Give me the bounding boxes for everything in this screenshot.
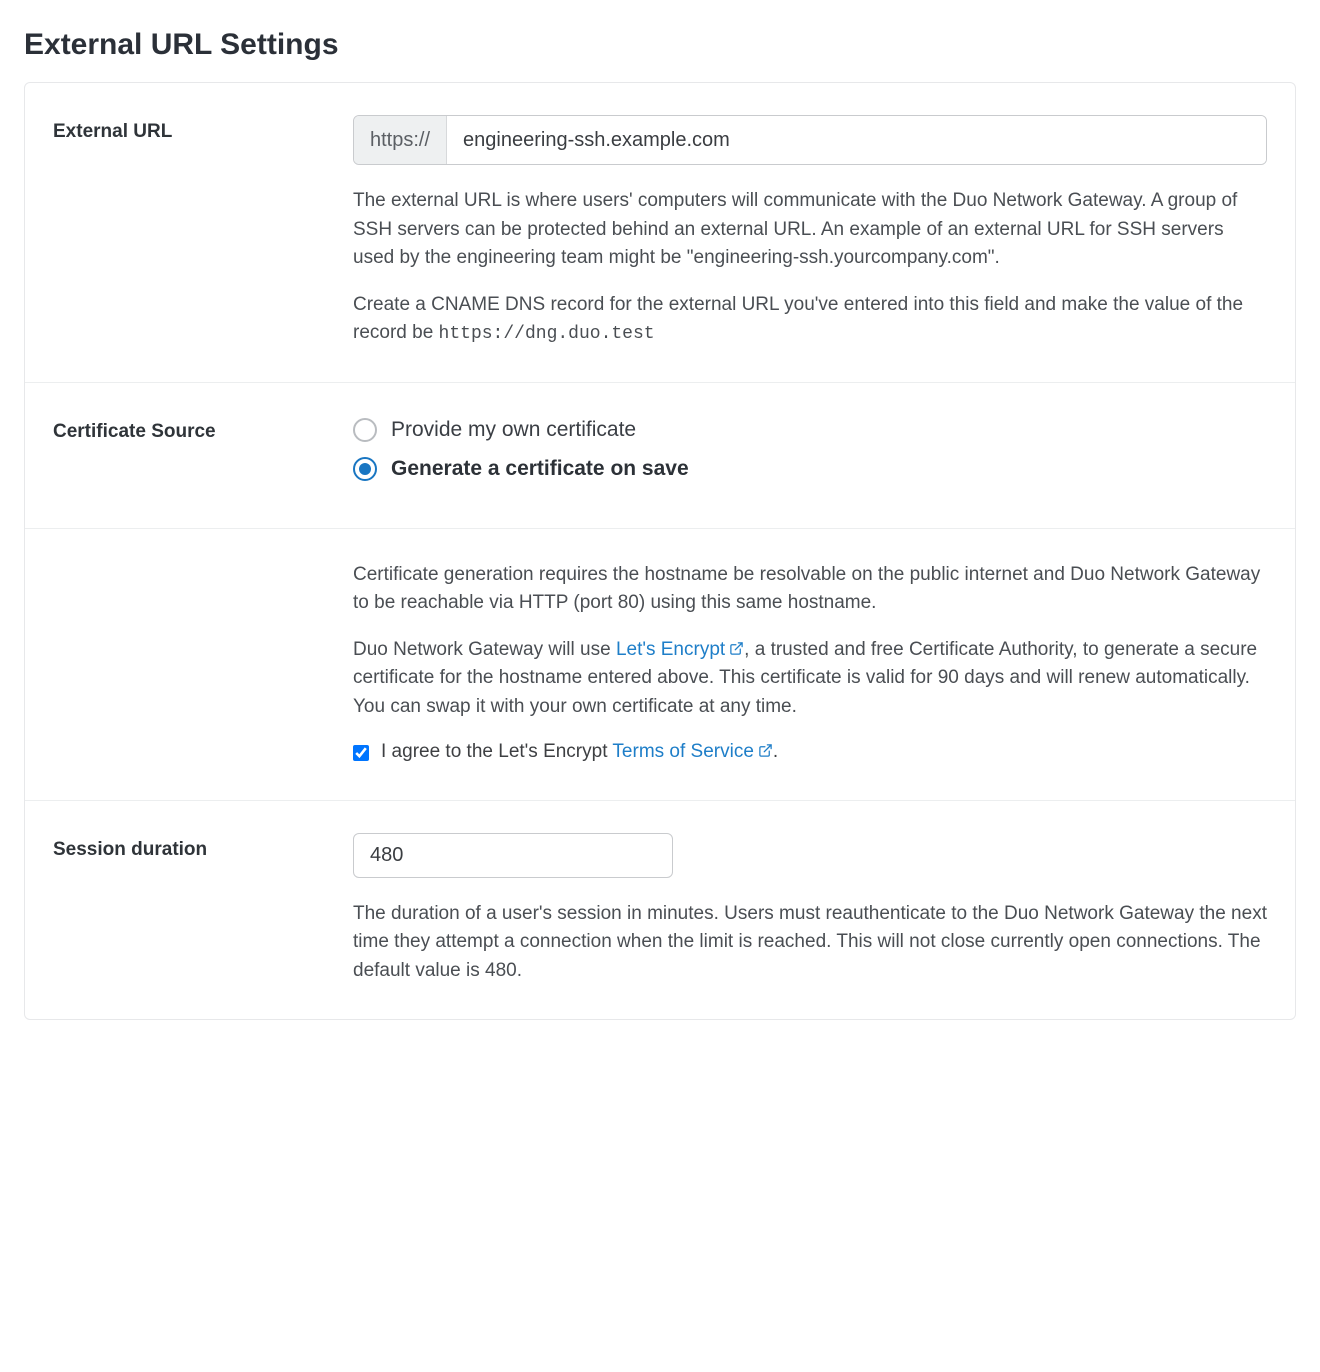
radio-generate-certificate-label: Generate a certificate on save xyxy=(391,454,689,483)
external-link-icon xyxy=(758,743,773,758)
cert-info-p1: Certificate generation requires the host… xyxy=(353,561,1267,618)
agree-post: . xyxy=(773,741,778,762)
lets-encrypt-link-text: Let's Encrypt xyxy=(616,639,725,660)
cert-info-p2: Duo Network Gateway will use Let's Encry… xyxy=(353,636,1267,722)
terms-of-service-link-text: Terms of Service xyxy=(612,741,753,762)
agree-row: I agree to the Let's Encrypt Terms of Se… xyxy=(353,739,1267,766)
external-url-label: External URL xyxy=(53,119,333,146)
settings-panel: External URL https:// The external URL i… xyxy=(24,82,1296,1020)
url-prefix: https:// xyxy=(354,116,447,164)
certificate-source-label: Certificate Source xyxy=(53,419,333,446)
agree-checkbox[interactable] xyxy=(353,745,369,761)
row-external-url: External URL https:// The external URL i… xyxy=(25,83,1295,383)
external-url-input-group: https:// xyxy=(353,115,1267,165)
agree-text: I agree to the Let's Encrypt Terms of Se… xyxy=(381,739,778,766)
radio-icon xyxy=(353,457,377,481)
row-session-duration: Session duration The duration of a user'… xyxy=(25,801,1295,1020)
external-url-help-2: Create a CNAME DNS record for the extern… xyxy=(353,291,1267,349)
radio-icon xyxy=(353,418,377,442)
radio-generate-certificate[interactable]: Generate a certificate on save xyxy=(353,454,1267,483)
row-certificate-source: Certificate Source Provide my own certif… xyxy=(25,383,1295,529)
agree-pre: I agree to the Let's Encrypt xyxy=(381,741,612,762)
terms-of-service-link[interactable]: Terms of Service xyxy=(612,741,772,762)
lets-encrypt-link[interactable]: Let's Encrypt xyxy=(616,639,744,660)
external-link-icon xyxy=(729,641,744,656)
page-title: External URL Settings xyxy=(24,24,1296,66)
cname-value-code: https://dng.duo.test xyxy=(439,324,655,344)
radio-own-certificate-label: Provide my own certificate xyxy=(391,415,636,444)
session-duration-input[interactable] xyxy=(353,833,673,878)
session-duration-label: Session duration xyxy=(53,837,333,864)
radio-own-certificate[interactable]: Provide my own certificate xyxy=(353,415,1267,444)
cert-info-p2-pre: Duo Network Gateway will use xyxy=(353,639,616,660)
external-url-input[interactable] xyxy=(447,116,1266,164)
row-certificate-info: Certificate generation requires the host… xyxy=(25,529,1295,801)
session-duration-help: The duration of a user's session in minu… xyxy=(353,900,1267,986)
external-url-help-1: The external URL is where users' compute… xyxy=(353,187,1267,273)
